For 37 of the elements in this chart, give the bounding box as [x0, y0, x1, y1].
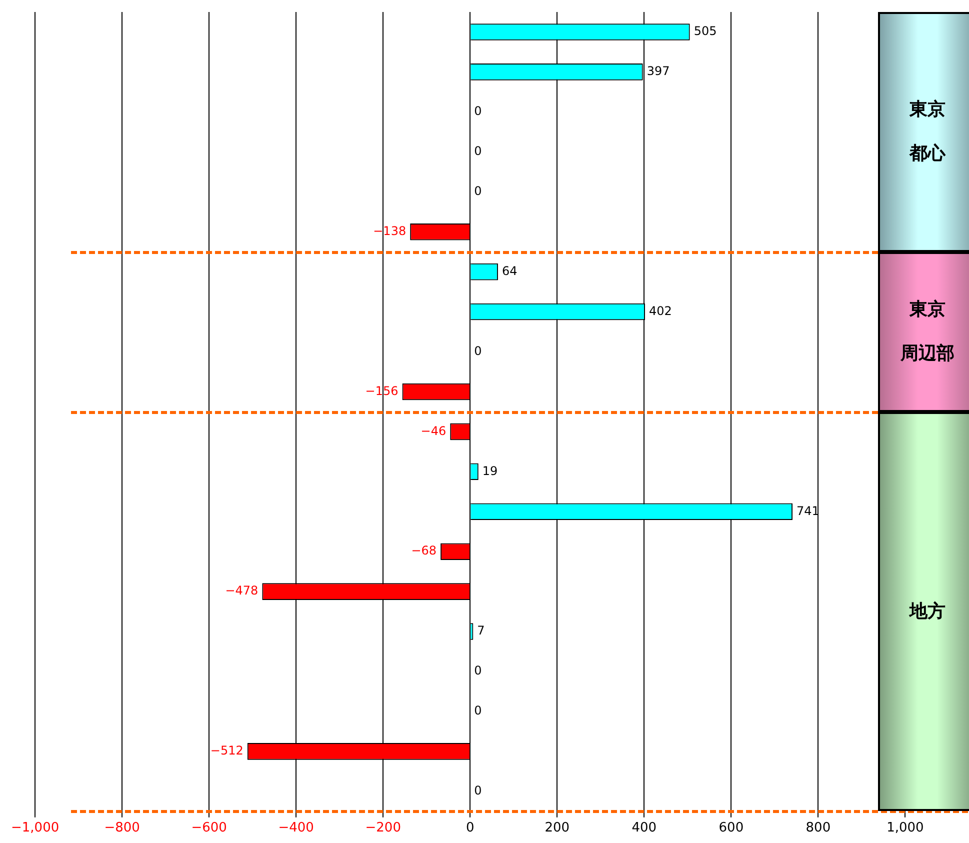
- x-tick-label: 600: [718, 820, 744, 836]
- data-label: 64: [502, 264, 518, 278]
- data-label: 0: [474, 664, 482, 678]
- x-tick-label: 0: [466, 820, 474, 836]
- x-tick-label: −400: [278, 820, 314, 836]
- annotation: 東京: [910, 98, 946, 122]
- data-label: 0: [474, 144, 482, 158]
- x-tick-label: −600: [191, 820, 227, 836]
- region-panel: 地方: [878, 412, 969, 812]
- x-tick-label: −1,000: [11, 820, 60, 836]
- data-label: 0: [474, 184, 482, 198]
- data-label: 505: [694, 24, 717, 38]
- data-label: −478: [225, 584, 258, 598]
- x-tick-label: −800: [104, 820, 140, 836]
- x-tick-label: 800: [806, 820, 831, 836]
- data-label: 0: [474, 344, 482, 358]
- data-label: 397: [646, 64, 670, 78]
- annotation: 都心: [910, 142, 946, 166]
- x-tick-label: 1,000: [886, 820, 924, 836]
- data-label: 7: [477, 624, 485, 638]
- data-label: 402: [649, 304, 672, 318]
- x-tick-label: 200: [544, 820, 570, 836]
- x-tick-label: 400: [632, 820, 657, 836]
- data-label: 741: [796, 504, 820, 518]
- data-label: 19: [482, 464, 498, 478]
- data-label: 0: [474, 704, 482, 718]
- region-panel: 東京 周辺部: [878, 252, 969, 412]
- data-label: 0: [474, 784, 482, 798]
- data-label: −68: [411, 544, 437, 558]
- data-label: −512: [210, 744, 244, 758]
- x-tick-label: −200: [365, 820, 401, 836]
- data-label: −46: [420, 424, 446, 438]
- data-label: 0: [474, 104, 482, 118]
- annotation: 周辺部: [900, 342, 954, 366]
- annotation: 東京: [910, 298, 946, 322]
- region-panel: 東京 都心: [878, 12, 969, 252]
- annotation: 地方: [910, 600, 946, 624]
